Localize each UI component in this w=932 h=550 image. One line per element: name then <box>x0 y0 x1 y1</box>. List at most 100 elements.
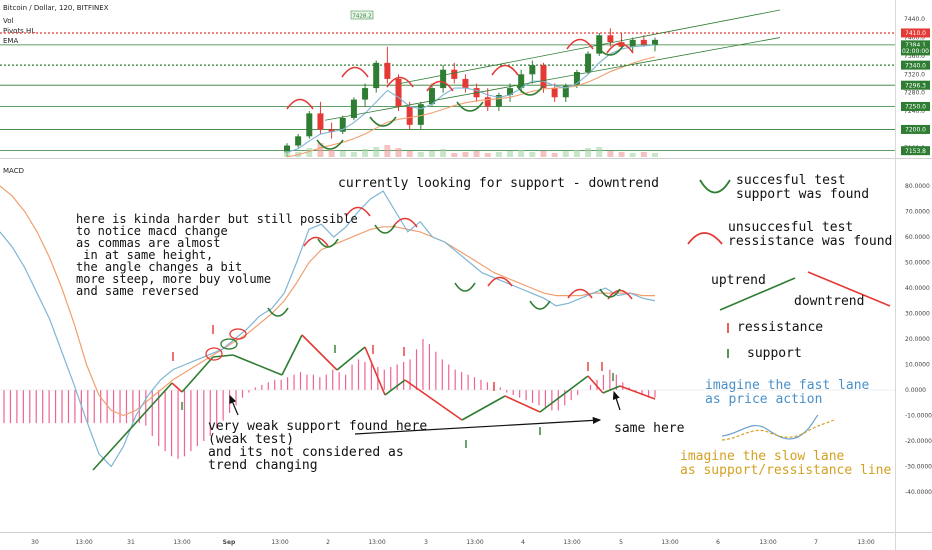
candle <box>317 113 324 130</box>
macd-resistance-arc <box>303 236 329 247</box>
candle <box>652 39 658 45</box>
candle <box>629 39 636 47</box>
indicator-vol[interactable]: Vol <box>3 17 14 25</box>
macd-zigzag-line <box>404 379 463 421</box>
volume-bar <box>495 152 502 157</box>
resistance-arc <box>491 64 519 76</box>
price-badge-label: 7153.8 <box>905 148 926 155</box>
indicator-ema[interactable]: EMA <box>3 37 19 45</box>
macd-support-arc <box>599 288 621 298</box>
price-tick: 7320.0 <box>904 71 925 78</box>
volume-bar <box>596 147 603 157</box>
annotation-weak-note: very weak support found here (weak test)… <box>208 419 428 473</box>
volume-bar <box>585 148 592 157</box>
volume-bar <box>529 152 536 157</box>
volume-bar <box>540 151 547 157</box>
volume-bar <box>284 151 290 157</box>
macd-zigzag-line <box>587 375 604 394</box>
price-badge <box>901 28 930 38</box>
volume-bar <box>373 147 380 157</box>
time-label: 30 <box>31 539 39 546</box>
macd-zigzag-line <box>461 395 506 421</box>
volume-bar <box>306 148 313 157</box>
macd-tick: 20.0000 <box>905 336 930 343</box>
time-label: 13:00 <box>75 539 92 546</box>
volume-bar <box>417 152 424 157</box>
macd-zigzag-line <box>619 385 656 400</box>
indicator-pivots[interactable]: Pivots HL <box>3 27 36 35</box>
volume-bar <box>629 153 636 157</box>
legend-support-test: succesful test support was found <box>736 173 870 202</box>
macd-zigzag-line <box>232 354 283 376</box>
time-label: 13:00 <box>466 539 483 546</box>
legend-uptrend-line <box>719 277 796 311</box>
macd-zigzag-line <box>301 334 338 371</box>
macd-support-arc <box>454 282 476 292</box>
high-label-box <box>350 10 374 20</box>
volume-bar <box>473 151 480 157</box>
price-badge <box>901 80 930 90</box>
volume-bar <box>440 149 447 157</box>
candle <box>585 53 592 73</box>
price-badge-label: 7384.1 <box>905 42 926 49</box>
time-label: 13:00 <box>759 539 776 546</box>
price-badge <box>901 124 930 134</box>
candle <box>507 88 514 95</box>
price-badge-label: 7296.3 <box>905 82 926 89</box>
support-arc <box>596 45 624 56</box>
legend-resistance: ressistance <box>737 320 824 335</box>
candle <box>384 62 391 79</box>
ema-slow-line <box>286 56 656 158</box>
macd-tick: -10.0000 <box>905 413 932 420</box>
time-label: 6 <box>716 539 720 546</box>
macd-resistance-arc <box>392 217 418 228</box>
candle <box>618 42 625 47</box>
time-label: 13:00 <box>661 539 678 546</box>
volume-bar <box>573 150 580 157</box>
volume-bar <box>518 150 525 157</box>
high-label: 7428.2 <box>352 14 371 20</box>
macd-resistance-arc <box>567 288 593 299</box>
macd-zigzag-line <box>504 395 541 413</box>
legend-support: support <box>747 346 802 361</box>
resistance-arc <box>606 42 634 54</box>
candle <box>417 104 424 125</box>
macd-support-arc <box>317 238 339 248</box>
macd-tick: 40.0000 <box>905 285 930 292</box>
candle <box>428 88 435 105</box>
weak-resistance-ellipse <box>205 347 223 361</box>
price-badge <box>901 40 930 50</box>
macd-tick: -30.0000 <box>905 464 932 471</box>
candle <box>484 97 491 107</box>
macd-resistance-arc <box>487 276 513 287</box>
legend-slow-curve <box>721 419 835 441</box>
candle <box>518 74 525 89</box>
resistance-arc <box>426 80 454 92</box>
volume-bar <box>652 153 658 157</box>
price-badge <box>901 101 930 111</box>
annotation-top-note: currently looking for support - downtren… <box>338 176 659 191</box>
legend-fast-curve <box>721 414 819 440</box>
support-arc <box>456 101 484 112</box>
price-tick: 7440.0 <box>904 16 925 23</box>
time-label: 13:00 <box>368 539 385 546</box>
price-tick: 7240.0 <box>904 108 925 115</box>
macd-zigzag-line <box>212 354 234 358</box>
macd-label[interactable]: MACD <box>3 167 24 175</box>
arrow-same-here-long <box>354 416 602 435</box>
time-label: Sep <box>223 539 236 546</box>
macd-tick: -20.0000 <box>905 438 932 445</box>
price-tick: 7400.0 <box>904 35 925 42</box>
arrow-weak-support <box>229 394 239 416</box>
volume-bar <box>395 148 402 157</box>
macd-tick: -40.0000 <box>905 489 932 496</box>
legend-resistance-arc <box>687 232 723 245</box>
support-arc <box>516 85 544 96</box>
arrow-same-here <box>612 390 621 411</box>
price-badge-label: 7250.0 <box>905 104 926 111</box>
candle <box>551 88 558 98</box>
price-badge <box>901 46 930 56</box>
macd-tick: 60.0000 <box>905 234 930 241</box>
